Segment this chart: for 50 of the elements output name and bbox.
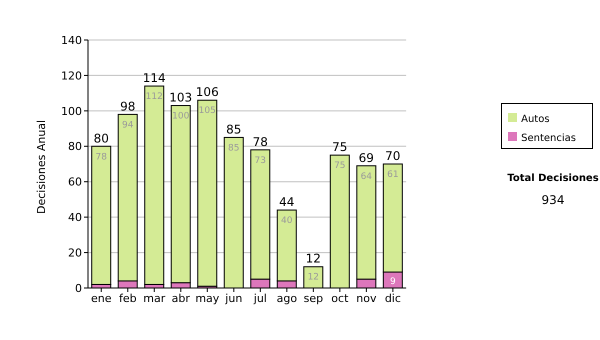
x-tick-label: dic <box>384 292 401 305</box>
total-label: 75 <box>332 140 348 154</box>
y-axis-title: Decisiones Anual <box>34 120 48 214</box>
text: 934 <box>540 193 566 207</box>
total-label: 103 <box>169 90 192 105</box>
x-tick-label: jul <box>252 292 267 305</box>
y-tick-label: 80 <box>68 140 82 154</box>
data-label: 85 <box>228 143 240 154</box>
y-tick-label: 100 <box>61 104 82 118</box>
y-tick-label: 60 <box>68 176 82 189</box>
data-label: 12 <box>308 272 320 283</box>
total-label: 69 <box>358 150 374 165</box>
x-tick-label: oct <box>331 292 350 305</box>
data-label: 64 <box>360 172 372 182</box>
text: Total Decisiones <box>506 173 600 184</box>
data-label: 105 <box>198 106 216 116</box>
data-label: 112 <box>146 92 163 102</box>
x-tick-label: ene <box>90 292 112 305</box>
data-label: 75 <box>334 161 346 172</box>
y-tick-label: 0 <box>75 282 82 295</box>
y-tick-label: 120 <box>61 69 82 82</box>
x-tick-label: nov <box>356 292 377 305</box>
data-label: 73 <box>254 156 266 166</box>
x-tick-label: ago <box>276 292 298 305</box>
total-label: 70 <box>385 149 400 163</box>
y-tick-label: 20 <box>68 246 82 260</box>
legend-label: Sentencias <box>521 133 576 144</box>
x-tick-label: mar <box>143 292 166 305</box>
y-tick-label: 140 <box>61 34 82 47</box>
x-tick-label: jun <box>224 292 242 305</box>
x-tick-label: sep <box>304 292 324 305</box>
total-label: 12 <box>306 252 321 266</box>
total-label: 78 <box>252 134 268 149</box>
total-label: 98 <box>120 99 136 114</box>
x-tick-label: may <box>195 292 220 305</box>
data-label: 9 <box>390 277 396 288</box>
x-tick-label: feb <box>118 292 137 305</box>
data-label: 78 <box>95 152 108 162</box>
data-label: 40 <box>281 216 293 226</box>
total-label: 85 <box>226 122 242 136</box>
total-label: 44 <box>279 195 294 210</box>
data-label: 94 <box>122 120 134 130</box>
total-label: 114 <box>142 71 166 86</box>
y-tick-label: 40 <box>68 211 82 224</box>
data-label: 61 <box>387 170 399 180</box>
total-label: 80 <box>94 131 109 146</box>
total-label: 106 <box>196 85 219 100</box>
x-tick-label: abr <box>172 292 190 305</box>
legend-label: Autos <box>521 114 550 125</box>
data-label: 100 <box>172 112 190 122</box>
